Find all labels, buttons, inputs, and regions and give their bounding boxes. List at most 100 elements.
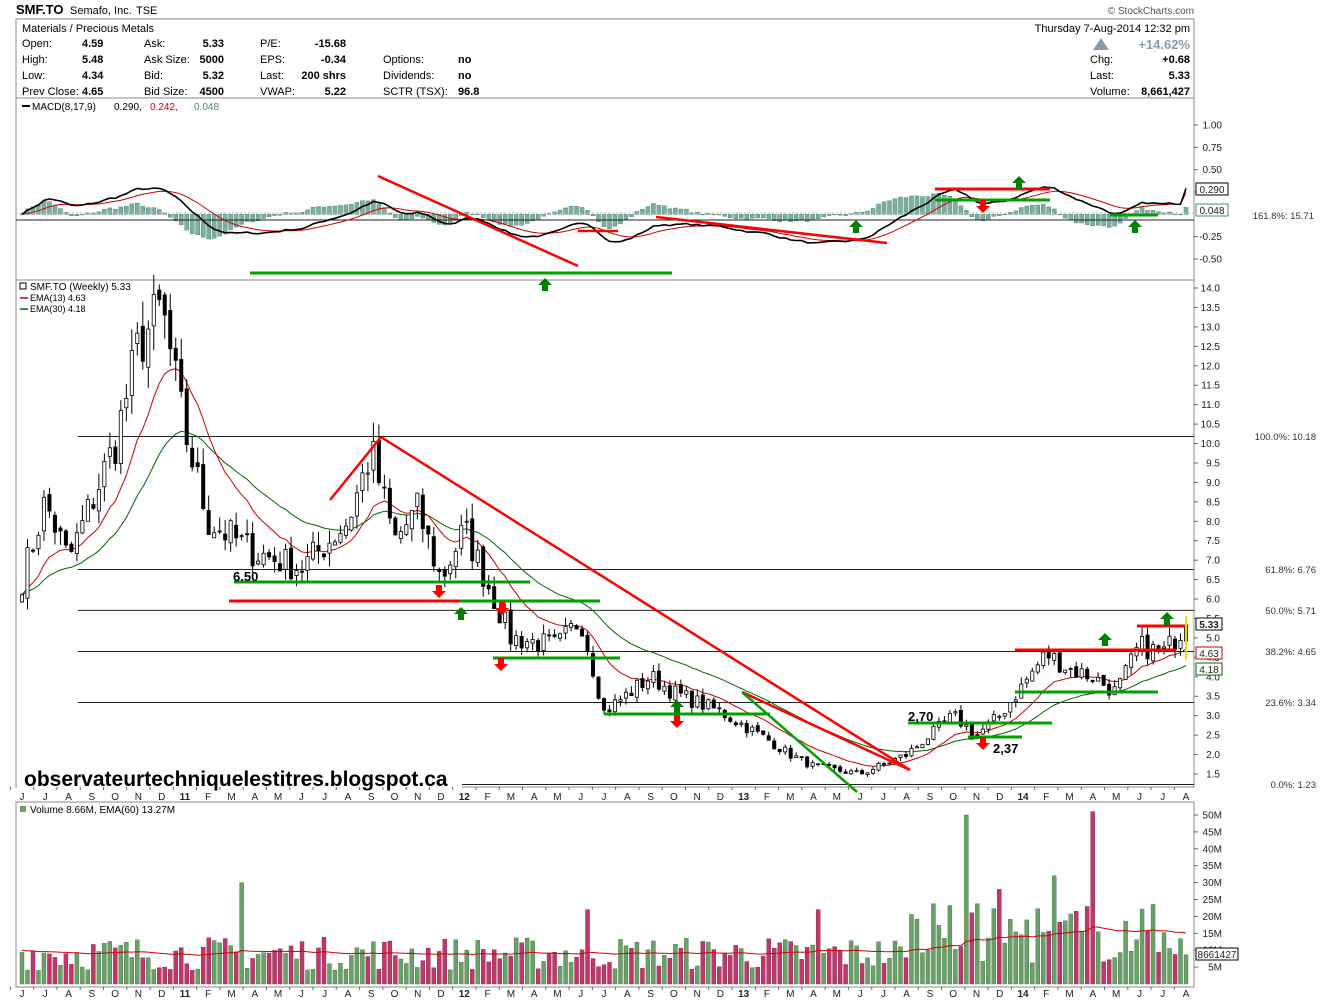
candle-body bbox=[1134, 647, 1139, 657]
volume-bar bbox=[519, 942, 524, 985]
candle-body bbox=[667, 685, 672, 699]
candle-body bbox=[838, 766, 843, 772]
quote-table: Open: 4.59 Ask: 5.33 P/E: -15.68 High: 5.48 Ask … bbox=[22, 38, 479, 98]
volume-bar bbox=[1090, 811, 1095, 985]
candle-body bbox=[30, 549, 35, 552]
volume-bar bbox=[415, 967, 420, 985]
volume-bar bbox=[69, 964, 74, 985]
volume-bar bbox=[755, 967, 760, 985]
candle-body bbox=[316, 545, 321, 551]
macd-hist-bar bbox=[722, 214, 728, 217]
macd-hist-bar bbox=[760, 214, 766, 219]
macd-hist-bar bbox=[469, 213, 475, 215]
exchange: TSE bbox=[136, 5, 157, 17]
volume-bar bbox=[85, 969, 91, 985]
macd-hist-bar bbox=[167, 214, 173, 218]
copyright: © StockCharts.com bbox=[1108, 6, 1194, 17]
volume-bar bbox=[744, 961, 749, 985]
macd-hist-bar bbox=[371, 199, 376, 215]
up-arrow-icon bbox=[1098, 633, 1112, 646]
y-tick-label: 11.5 bbox=[1201, 381, 1220, 392]
x-tick-label: A bbox=[810, 792, 817, 803]
volume-bar bbox=[124, 942, 129, 985]
candle-body bbox=[530, 639, 535, 644]
y-tick-label: 14.0 bbox=[1201, 284, 1221, 295]
volume-bar bbox=[975, 903, 980, 985]
quote-cell: EPS: bbox=[260, 54, 285, 66]
candle-body bbox=[69, 543, 74, 552]
candle-body bbox=[920, 744, 925, 749]
macd-hist-bar bbox=[618, 214, 623, 224]
volume-bar bbox=[777, 942, 782, 985]
macd-hist-bar bbox=[662, 205, 667, 215]
volume-bar bbox=[931, 903, 936, 985]
macd-hist-bar bbox=[574, 206, 579, 215]
volume-bar bbox=[162, 966, 167, 985]
macd-hist-bar bbox=[1051, 208, 1057, 215]
volume-bar bbox=[354, 947, 360, 985]
x-tick-label: J bbox=[1137, 989, 1142, 1000]
candle-body bbox=[947, 712, 952, 723]
candle-body bbox=[1118, 678, 1123, 689]
volume-bar bbox=[420, 960, 426, 985]
y-tick-label: 7.0 bbox=[1206, 556, 1220, 567]
volume-bar bbox=[804, 947, 810, 985]
candle-body bbox=[607, 709, 612, 713]
volume-bar bbox=[426, 947, 431, 985]
down-arrow-icon bbox=[432, 585, 446, 598]
fib-label: 50.0%: 5.71 bbox=[1265, 606, 1316, 617]
volume-bar bbox=[222, 938, 228, 985]
volume-bar bbox=[486, 961, 491, 985]
candle-body bbox=[1035, 664, 1040, 673]
candle-body bbox=[832, 764, 837, 769]
candle-body bbox=[503, 611, 508, 623]
macd-hist-bar bbox=[1062, 214, 1068, 219]
x-tick-label: S bbox=[89, 792, 96, 803]
volume-bar bbox=[717, 966, 722, 985]
macd-legend-hist: 0.048 bbox=[194, 102, 219, 113]
datetime: Thursday 7-Aug-2014 12:32 pm bbox=[1035, 23, 1190, 35]
macd-hist-bar bbox=[914, 195, 920, 215]
volume-bar bbox=[986, 937, 991, 985]
trend-line bbox=[380, 435, 911, 772]
volume-bar bbox=[1068, 913, 1073, 985]
volume-bar bbox=[25, 969, 30, 985]
candle-legend-icon bbox=[19, 282, 27, 290]
macd-hist-bar bbox=[557, 209, 563, 215]
candle-body bbox=[689, 690, 694, 708]
candle-body bbox=[19, 594, 24, 603]
volume-bar bbox=[1156, 951, 1161, 985]
x-tick-label: J bbox=[299, 792, 304, 803]
candle-body bbox=[810, 762, 815, 767]
down-arrow-icon bbox=[976, 200, 990, 213]
volume-bar bbox=[980, 960, 986, 985]
volume-bar bbox=[815, 909, 821, 985]
macd-hist-bar bbox=[118, 206, 124, 215]
candle-body bbox=[453, 550, 458, 568]
x-tick-label: D bbox=[996, 989, 1003, 1000]
summary-value: 8,661,427 bbox=[1141, 86, 1190, 98]
candle-body bbox=[1068, 668, 1073, 670]
y-tick-label: 12.5 bbox=[1201, 342, 1221, 353]
volume-bar bbox=[19, 952, 25, 985]
candle-body bbox=[1123, 665, 1128, 680]
candle-body bbox=[1151, 644, 1156, 662]
volume-bar bbox=[557, 966, 563, 985]
ema13-legend: EMA(13) 4.63 bbox=[30, 293, 86, 303]
volume-bar bbox=[371, 941, 376, 985]
volume-bar bbox=[799, 959, 804, 985]
volume-bar bbox=[590, 958, 596, 985]
candle-body bbox=[267, 552, 272, 558]
macd-trend-line bbox=[377, 174, 579, 268]
quote-cell: 200 shrs bbox=[301, 70, 346, 82]
candle-body bbox=[1024, 678, 1029, 684]
x-tick-label: M bbox=[1112, 989, 1120, 1000]
x-tick-label: A bbox=[903, 792, 910, 803]
volume-bar bbox=[645, 949, 651, 985]
candle-body bbox=[788, 747, 793, 759]
volume-bar bbox=[1079, 930, 1084, 985]
x-tick-label: A bbox=[65, 989, 72, 1000]
volume-bar bbox=[997, 889, 1002, 985]
x-tick-label: F bbox=[485, 989, 491, 1000]
candle-body bbox=[387, 487, 392, 519]
